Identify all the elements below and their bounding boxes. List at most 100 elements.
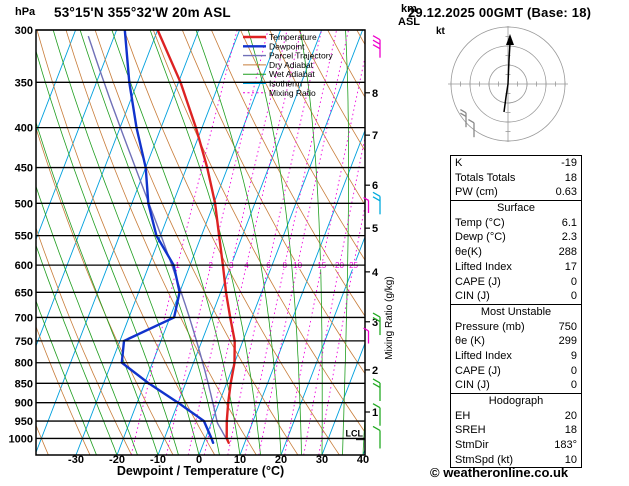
table-row-value: 20 bbox=[564, 409, 577, 422]
temp-tick-label: 10 bbox=[234, 454, 246, 466]
pressure-tick-label: 750 bbox=[15, 336, 33, 348]
pressure-tick-label: 800 bbox=[15, 358, 33, 370]
pressure-axis-unit: hPa bbox=[15, 6, 36, 18]
table-row: Pressure (mb) 750 bbox=[455, 320, 577, 335]
temp-tick-label: 40 bbox=[357, 454, 369, 466]
pressure-tick-label: 400 bbox=[15, 123, 33, 135]
copyright: © weatheronline.co.uk bbox=[430, 465, 569, 480]
isotherm-lines bbox=[36, 30, 365, 455]
pressure-tick-label: 700 bbox=[15, 312, 33, 324]
pressure-tick-label: 550 bbox=[15, 231, 33, 243]
table-row: Temp (°C) 6.1 bbox=[455, 216, 577, 231]
pressure-tick-label: 500 bbox=[15, 198, 33, 210]
table-row-label: Totals Totals bbox=[455, 171, 516, 184]
table-row-value: 288 bbox=[558, 246, 577, 259]
table-row-value: 10 bbox=[564, 453, 577, 466]
table-row-label: CAPE (J) bbox=[455, 275, 501, 288]
table-row-value: 183° bbox=[554, 439, 577, 452]
table-row-value: 18 bbox=[564, 424, 577, 437]
km-tick-label: 3 bbox=[372, 317, 378, 329]
table-row: CIN (J) 0 bbox=[455, 378, 577, 393]
table-row-label: CIN (J) bbox=[455, 379, 490, 392]
run-datetime: 29.12.2025 00GMT (Base: 18) bbox=[408, 5, 592, 20]
wind-barb bbox=[468, 119, 475, 138]
legend-label: Wet Adiabat bbox=[269, 69, 315, 79]
temp-tick-label: 0 bbox=[196, 454, 202, 466]
km-tick-label: 5 bbox=[372, 223, 378, 235]
wind-barb-column bbox=[363, 35, 381, 449]
pressure-tick-label: 600 bbox=[15, 260, 33, 272]
table-row: θe(K) 288 bbox=[455, 245, 577, 260]
wind-barb bbox=[363, 197, 370, 213]
pressure-tick-label: 900 bbox=[15, 398, 33, 410]
pressure-tick-label: 350 bbox=[15, 77, 33, 89]
table-row-value: 0 bbox=[570, 364, 577, 377]
pressure-tick-label: 950 bbox=[15, 416, 33, 428]
table-row-value: 0 bbox=[570, 275, 577, 288]
temp-tick-label: 30 bbox=[316, 454, 328, 466]
pressure-tick-label: 1000 bbox=[9, 433, 33, 445]
storm-motion-arrow bbox=[506, 34, 514, 45]
pressure-tick-labels: 300 350 400 450 500 550 600 650 700 750 800 850 900 9… bbox=[9, 25, 33, 445]
dewpoint-curve bbox=[120, 30, 215, 444]
wind-barb bbox=[372, 403, 381, 426]
table-row-label: PW (cm) bbox=[455, 186, 498, 199]
table-row-value: 2.3 bbox=[561, 231, 577, 244]
table-row-value: 0 bbox=[570, 379, 577, 392]
table-row-value: 17 bbox=[564, 260, 577, 273]
legend-label: Isotherm bbox=[269, 79, 302, 89]
table-row: CAPE (J) 0 bbox=[455, 275, 577, 290]
legend-label: Dry Adiabat bbox=[269, 60, 314, 70]
table-section: Hodograph EH 20 SREH 18 StmDir 183° StmSpd (kt)… bbox=[451, 394, 581, 467]
wind-barb bbox=[372, 312, 381, 336]
table-row-label: θe (K) bbox=[455, 335, 485, 348]
table-row: StmDir 183° bbox=[455, 438, 577, 453]
km-tick-label: 2 bbox=[372, 365, 378, 377]
table-row: θe (K) 299 bbox=[455, 334, 577, 349]
wind-barb bbox=[460, 109, 467, 128]
table-row-label: SREH bbox=[455, 424, 486, 437]
table-row-value: 9 bbox=[570, 349, 577, 362]
table-row-label: K bbox=[455, 157, 463, 169]
hodograph-trace bbox=[503, 42, 511, 113]
parcel-trajectory-curve bbox=[87, 35, 230, 444]
table-section: K -19 Totals Totals 18 PW (cm) 0.63 bbox=[451, 156, 581, 202]
table-row-label: CIN (J) bbox=[455, 290, 490, 303]
station-title: 53°15'N 355°32'W 20m ASL bbox=[54, 5, 231, 20]
legend-label: Parcel Trajectory bbox=[269, 51, 334, 61]
table-section-title: Surface bbox=[497, 202, 535, 215]
legend-label: Dewpoint bbox=[269, 41, 305, 51]
table-section-title: Most Unstable bbox=[480, 305, 552, 318]
table-row: CAPE (J) 0 bbox=[455, 364, 577, 379]
table-row: Totals Totals 18 bbox=[455, 171, 577, 186]
wind-barb bbox=[372, 35, 381, 58]
table-row: EH 20 bbox=[455, 409, 577, 424]
table-row-value: 750 bbox=[558, 320, 577, 333]
table-row-value: 0.63 bbox=[555, 186, 577, 199]
wind-barb bbox=[372, 191, 381, 215]
temp-tick-label: -20 bbox=[109, 454, 125, 466]
plot-border bbox=[35, 29, 366, 456]
mixing-ratio-lines: 12346810152025 bbox=[130, 30, 365, 455]
table-section-title: Hodograph bbox=[488, 395, 544, 407]
table-row: K -19 bbox=[455, 156, 577, 171]
x-axis-title: Dewpoint / Temperature (°C) bbox=[116, 464, 285, 478]
table-row: PW (cm) 0.63 bbox=[455, 185, 577, 200]
altitude-axis-unit: km ASL bbox=[398, 3, 420, 28]
table-row: StmSpd (kt) 10 bbox=[455, 453, 577, 468]
table-row: CIN (J) 0 bbox=[455, 289, 577, 304]
km-tick-label: 8 bbox=[372, 88, 378, 100]
table-section: Surface Temp (°C) 6.1 Dewp (°C) 2.3 θe(K) 288 L… bbox=[451, 201, 581, 305]
hodograph-unit-label: kt bbox=[436, 26, 446, 37]
km-tick-label: 6 bbox=[372, 180, 378, 192]
table-row-label: EH bbox=[455, 409, 471, 422]
table-row-value: -19 bbox=[561, 157, 577, 169]
temp-tick-label: -30 bbox=[68, 454, 84, 466]
km-axis: 1 2 3 4 5 6 7 8 bbox=[365, 88, 379, 419]
table-row-value: 0 bbox=[570, 290, 577, 303]
temp-tick-labels: -30 -20 -10 0 10 20 30 40 bbox=[68, 454, 369, 466]
table-row-value: 6.1 bbox=[561, 216, 577, 229]
table-row: SREH 18 bbox=[455, 423, 577, 438]
